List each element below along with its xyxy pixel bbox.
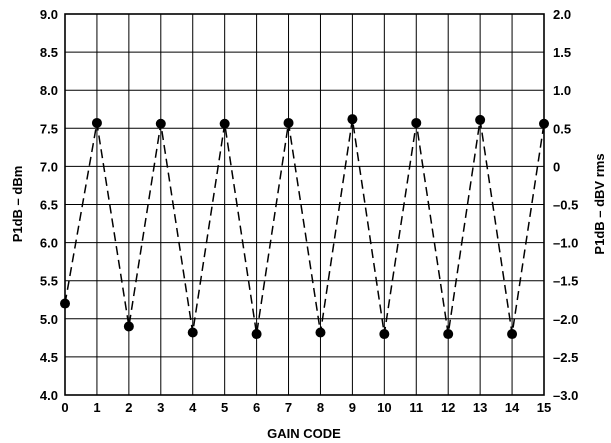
y-tick-label-right: 0.5 [553,121,571,136]
data-point [283,117,294,128]
y-tick-label-right: 1.0 [553,83,571,98]
y-tick-label-right: –0.5 [553,198,578,213]
x-tick-label: 15 [537,400,551,415]
data-point [91,117,102,128]
data-point [507,329,518,340]
x-tick-label: 9 [349,400,356,415]
y-axis-title-left: P1dB – dBm [10,166,25,243]
y-tick-label-left: 4.0 [40,388,58,403]
x-tick-label: 8 [317,400,324,415]
y-tick-label-left: 5.0 [40,312,58,327]
data-point [155,118,166,129]
y-tick-labels-left: 4.0 4.5 5.0 5.5 6.0 6.5 7.0 7.5 8.0 8.5 9.0 [40,7,58,403]
y-axis-title-right: P1dB – dBV rms [592,153,607,254]
x-axis-title: GAIN CODE [267,426,341,441]
y-tick-label-left: 8.0 [40,83,58,98]
x-tick-label: 3 [157,400,164,415]
data-point [187,327,198,338]
data-point [443,329,454,340]
x-tick-label: 0 [61,400,68,415]
data-point [123,321,134,332]
y-tick-label-right: 2.0 [553,7,571,22]
x-tick-label: 2 [125,400,132,415]
data-point [315,327,326,338]
grid [64,13,545,396]
data-point [60,298,70,309]
y-tick-label-left: 9.0 [40,7,58,22]
x-tick-labels: 0 1 2 3 4 5 6 7 8 9 10 11 12 13 14 15 [61,400,551,415]
y-tick-labels-right: –3.0 –2.5 –2.0 –1.5 –1.0 –0.5 0 0.5 1.0 1.5 2.0 [553,7,578,403]
data-point [379,329,390,340]
x-tick-label: 4 [189,400,197,415]
x-tick-label: 5 [221,400,228,415]
y-tick-label-right: –2.0 [553,312,578,327]
x-tick-label: 13 [473,400,487,415]
y-tick-label-right: 0 [553,159,560,174]
y-tick-label-right: –2.5 [553,350,578,365]
data-point [347,114,358,125]
data-point [539,118,549,129]
y-tick-label-left: 6.5 [40,198,58,213]
y-tick-label-left: 7.5 [40,121,58,136]
x-tick-label: 12 [441,400,455,415]
x-tick-label: 1 [93,400,100,415]
y-tick-label-right: 1.5 [553,45,571,60]
y-tick-label-left: 6.0 [40,236,58,251]
y-tick-label-right: –3.0 [553,388,578,403]
data-point [475,114,486,125]
series-line-0 [64,119,545,335]
data-point [251,329,262,340]
data-point [411,117,422,128]
y-tick-label-right: –1.0 [553,236,578,251]
x-tick-label: 6 [253,400,260,415]
x-tick-label: 14 [505,400,520,415]
y-tick-label-left: 4.5 [40,350,58,365]
data-point [219,118,230,129]
plot-frame [64,13,545,396]
x-tick-label: 10 [377,400,391,415]
y-tick-label-left: 7.0 [40,159,58,174]
x-tick-label: 11 [409,400,423,415]
y-tick-label-left: 8.5 [40,45,58,60]
y-tick-label-left: 5.5 [40,274,58,289]
series-group [60,114,549,340]
x-tick-label: 7 [285,400,292,415]
y-tick-label-right: –1.5 [553,274,578,289]
